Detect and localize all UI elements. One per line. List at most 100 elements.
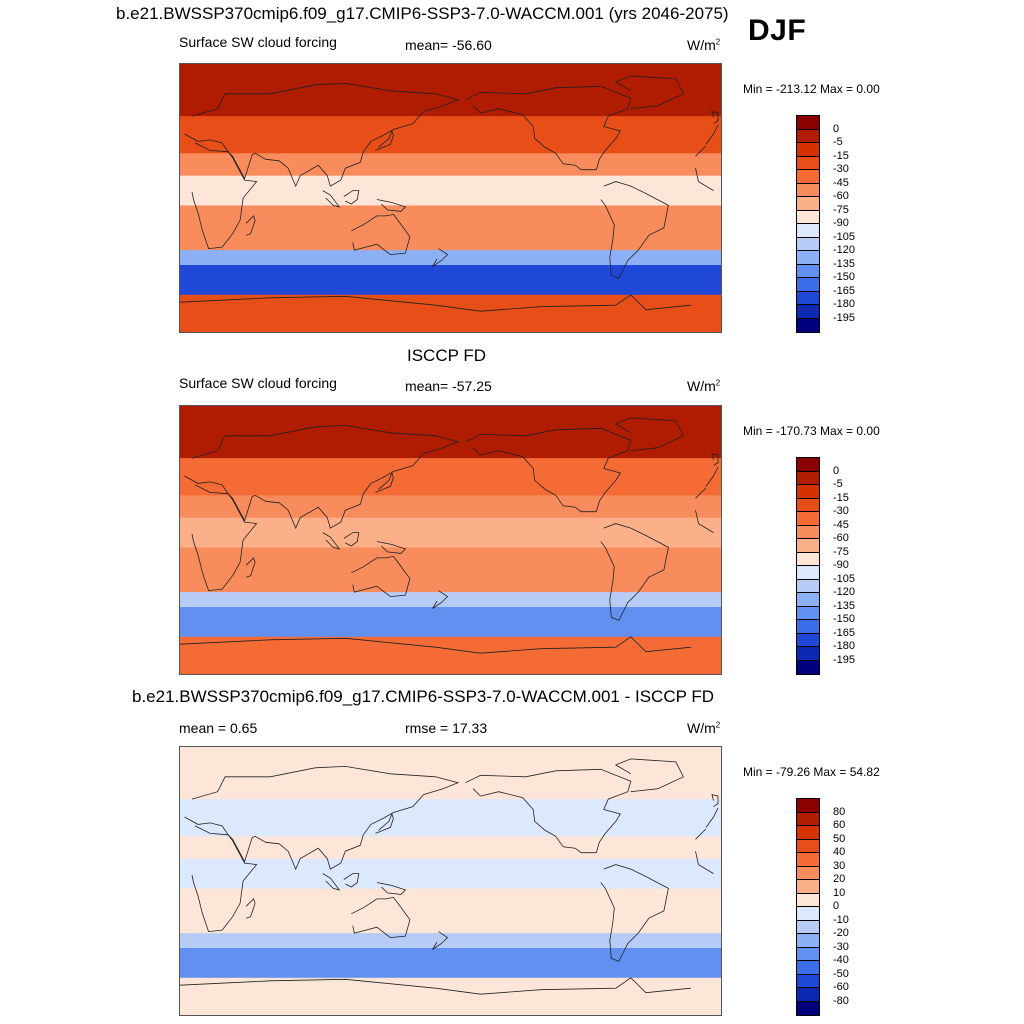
panel1-colorbar <box>796 115 820 333</box>
zonal-band-5S-20S <box>180 205 721 229</box>
coastline <box>711 111 719 124</box>
coastline <box>465 85 632 171</box>
colorbar-cell <box>797 116 819 130</box>
colorbar-cell <box>797 458 819 472</box>
zonal-band-35S-45S <box>180 250 721 266</box>
colorbar-cell <box>797 880 819 894</box>
colorbar-cell <box>797 156 819 170</box>
colorbar-tick-label: -120 <box>833 244 856 256</box>
colorbar-tick-label: -75 <box>833 203 849 216</box>
season-label: DJF <box>748 14 807 47</box>
colorbar-tick-label: -10 <box>833 913 849 926</box>
colorbar-tick-label: -20 <box>833 927 849 939</box>
coastline <box>432 931 449 950</box>
coastline <box>343 532 360 547</box>
colorbar-tick-label: -195 <box>833 311 856 324</box>
colorbar-tick-label: -150 <box>833 613 856 625</box>
coastline <box>711 794 719 807</box>
colorbar-cell <box>797 907 819 921</box>
colorbar-cell <box>797 633 819 647</box>
colorbar-cell <box>797 647 819 661</box>
colorbar-cell <box>797 129 819 143</box>
colorbar-tick-label: -120 <box>833 586 856 598</box>
panel2-variable-label: Surface SW cloud forcing <box>179 375 337 391</box>
colorbar-cell <box>797 471 819 485</box>
zonal-band-15N-5S <box>180 175 721 206</box>
zonal-band-35S-45S <box>180 592 721 608</box>
colorbar-tick-label: -180 <box>833 298 856 310</box>
coastline <box>465 427 632 513</box>
coastline <box>180 977 691 995</box>
colorbar-cell <box>797 170 819 184</box>
coastline <box>245 898 256 919</box>
coastline <box>376 199 407 212</box>
panel3-colorbar <box>796 798 820 1016</box>
coastline <box>245 557 256 578</box>
coastline <box>600 523 669 621</box>
colorbar-cell <box>797 579 819 593</box>
panel3-units: W/m2 <box>687 720 721 736</box>
colorbar-cell <box>797 853 819 867</box>
coastline <box>465 768 632 854</box>
coastline <box>376 541 407 554</box>
panel1-minmax: Min = -213.12 Max = 0.00 <box>743 82 880 96</box>
panel1-variable-label: Surface SW cloud forcing <box>179 34 337 50</box>
zonal-band-55N-30N <box>180 116 721 154</box>
zonal-band-30N-15N <box>180 153 721 177</box>
panel3-map <box>179 746 722 1016</box>
coastline <box>343 873 360 888</box>
coastline <box>711 453 719 466</box>
coastline <box>375 129 394 151</box>
colorbar-cell <box>797 920 819 934</box>
coastline <box>322 532 341 550</box>
coastline <box>614 758 684 793</box>
coastline <box>432 248 449 267</box>
colorbar-cell <box>797 947 819 961</box>
coastline <box>600 181 669 279</box>
coastline <box>614 75 684 110</box>
zonal-band-20S-35S <box>180 227 721 251</box>
coastline <box>351 896 411 939</box>
colorbar-cell <box>797 498 819 512</box>
panel1-map <box>179 63 722 333</box>
panel3-minmax: Min = -79.26 Max = 54.82 <box>743 765 880 779</box>
colorbar-tick-label: -30 <box>833 163 849 175</box>
coastline <box>375 812 394 834</box>
colorbar-cell <box>797 224 819 238</box>
coastline <box>184 82 719 188</box>
coastline <box>184 424 719 530</box>
panel2-mean: mean= -57.25 <box>405 378 492 394</box>
colorbar-tick-label: -105 <box>833 572 856 585</box>
zonal-band-55N-30N <box>180 458 721 496</box>
colorbar-cell <box>797 1001 819 1015</box>
coastline <box>322 190 341 208</box>
panel1-mean: mean= -56.60 <box>405 37 492 53</box>
colorbar-cell <box>797 512 819 526</box>
colorbar-cell <box>797 183 819 197</box>
coastline <box>351 555 411 598</box>
colorbar-tick-label: 0 <box>833 464 840 477</box>
colorbar-cell <box>797 237 819 251</box>
colorbar-cell <box>797 593 819 607</box>
colorbar-tick-label: 30 <box>833 859 846 872</box>
zonal-band-55N-30N <box>180 799 721 837</box>
coastline <box>180 294 691 312</box>
colorbar-cell <box>797 143 819 157</box>
panel2-colorbar <box>796 457 820 675</box>
colorbar-tick-label: 80 <box>833 805 846 818</box>
colorbar-cell <box>797 812 819 826</box>
zonal-band-45S-65S <box>180 948 721 979</box>
colorbar-tick-label: 40 <box>833 846 846 858</box>
colorbar-tick-label: 50 <box>833 832 846 845</box>
zonal-band-15N-5S <box>180 858 721 889</box>
colorbar-tick-label: -5 <box>833 136 843 148</box>
colorbar-cell <box>797 799 819 813</box>
coastline <box>432 590 449 609</box>
colorbar-tick-label: -60 <box>833 190 849 202</box>
colorbar-cell <box>797 539 819 553</box>
colorbar-cell <box>797 566 819 580</box>
colorbar-cell <box>797 264 819 278</box>
colorbar-tick-label: 20 <box>833 873 846 885</box>
colorbar-tick-label: -195 <box>833 653 856 666</box>
zonal-band-20S-35S <box>180 569 721 593</box>
